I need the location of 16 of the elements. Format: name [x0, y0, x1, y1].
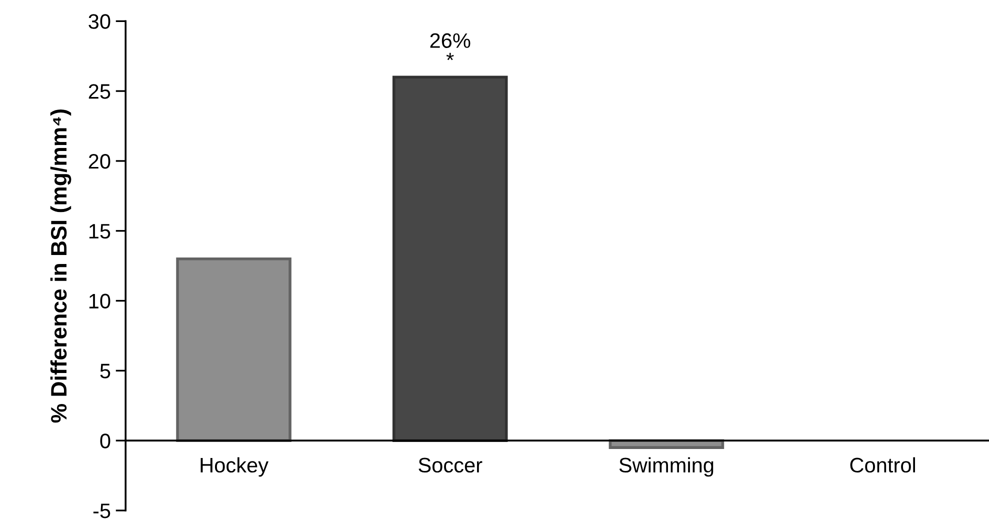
- y-tick-label: 25: [88, 84, 110, 99]
- y-tick-label: -5: [93, 504, 110, 518]
- y-tick-label: 0: [100, 434, 110, 448]
- bar: [176, 257, 292, 442]
- y-tick-label: 20: [88, 154, 110, 169]
- y-tick-label: 5: [100, 364, 110, 378]
- y-tick-label: 15: [89, 224, 110, 239]
- bar: [392, 76, 508, 442]
- x-tick-label: Soccer: [418, 458, 482, 473]
- y-tick-label: 30: [88, 14, 110, 29]
- x-tick-label: Control: [850, 457, 915, 473]
- annotation: 26% *: [430, 33, 470, 60]
- y-tick-label: 10: [89, 294, 110, 309]
- x-tick-label: Swimming: [619, 457, 714, 477]
- y-axis-title: % Difference in BSI (mg/mm⁴): [50, 110, 72, 423]
- x-tick-label: Hockey: [200, 457, 268, 477]
